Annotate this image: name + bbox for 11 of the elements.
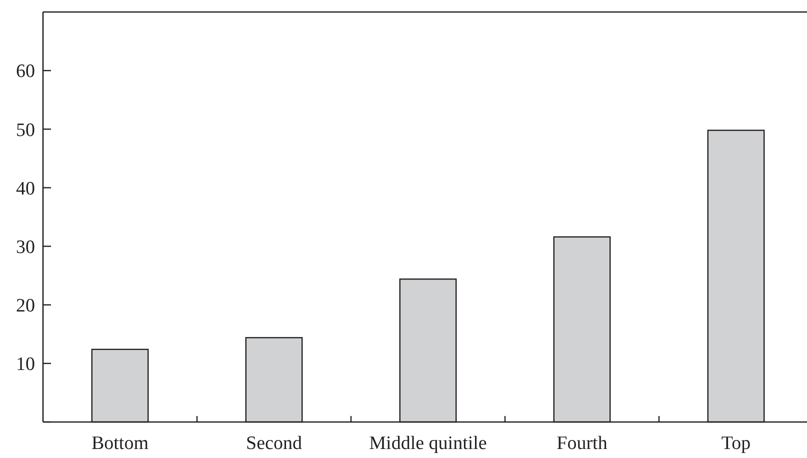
x-tick-label: Bottom — [91, 433, 149, 454]
y-tick-label: 40 — [16, 178, 35, 200]
y-tick-label: 30 — [16, 236, 35, 258]
x-tick-label: Top — [721, 433, 751, 454]
y-tick-label: 10 — [16, 354, 35, 376]
x-tick-label: Fourth — [556, 433, 608, 454]
x-tick-label: Middle quintile — [369, 433, 487, 454]
y-tick-label: 20 — [16, 296, 35, 317]
y-tick-label: 60 — [16, 61, 35, 82]
y-tick-label: 50 — [16, 120, 35, 141]
x-tick-label: Second — [246, 433, 302, 454]
